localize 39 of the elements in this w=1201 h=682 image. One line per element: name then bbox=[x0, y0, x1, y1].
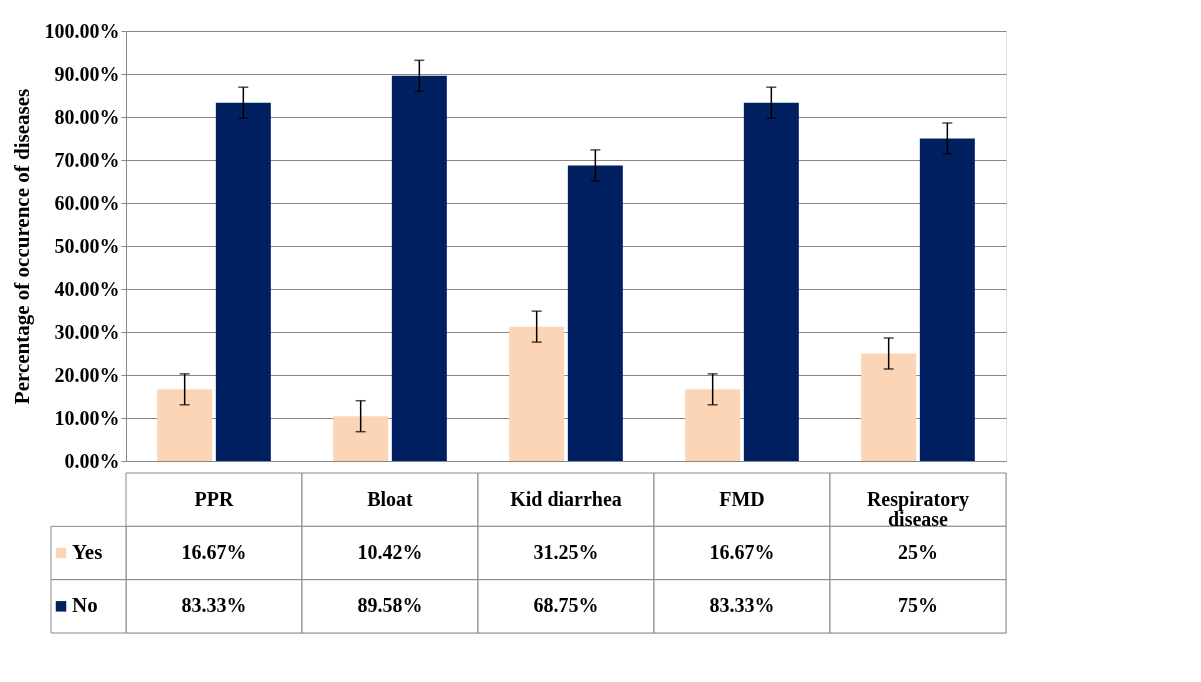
legend-label: Yes bbox=[72, 540, 103, 564]
y-tick-label: 0.00% bbox=[64, 449, 120, 472]
bar bbox=[157, 389, 213, 461]
data-label: 89.58% bbox=[357, 594, 423, 617]
y-tick-label: 70.00% bbox=[54, 148, 120, 171]
data-label: 83.33% bbox=[709, 594, 775, 617]
bar bbox=[333, 416, 389, 461]
bar bbox=[743, 102, 799, 461]
y-tick-label: 20.00% bbox=[54, 363, 120, 386]
y-axis-title: Percentage of occurence of diseases bbox=[9, 88, 34, 405]
data-label: 25% bbox=[898, 541, 938, 563]
bar bbox=[919, 138, 975, 461]
y-tick-label: 40.00% bbox=[54, 277, 120, 300]
data-label: 31.25% bbox=[533, 541, 599, 563]
bar bbox=[567, 165, 623, 461]
y-tick-label: 80.00% bbox=[54, 105, 120, 128]
x-tick-label: PPR bbox=[194, 487, 234, 510]
y-tick-label: 30.00% bbox=[54, 320, 120, 343]
data-label: 10.42% bbox=[357, 541, 423, 563]
y-tick-label: 60.00% bbox=[54, 191, 120, 214]
data-label: 75% bbox=[898, 594, 938, 617]
data-label: 83.33% bbox=[181, 594, 247, 617]
x-tick-label: Bloat bbox=[367, 487, 414, 510]
data-label: 16.67% bbox=[181, 541, 247, 563]
bar bbox=[509, 326, 565, 461]
bar bbox=[685, 389, 741, 461]
bar bbox=[391, 75, 447, 461]
legend-label: No bbox=[72, 593, 98, 618]
data-label: 16.67% bbox=[709, 541, 775, 563]
bar bbox=[861, 353, 917, 461]
data-label: 68.75% bbox=[533, 594, 599, 617]
y-tick-label: 50.00% bbox=[54, 234, 120, 257]
x-tick-label: Kid diarrhea bbox=[510, 487, 622, 510]
y-tick-label: 90.00% bbox=[54, 62, 120, 85]
x-tick-label: FMD bbox=[719, 487, 765, 510]
y-tick-label: 100.00% bbox=[44, 19, 120, 42]
y-tick-label: 10.00% bbox=[54, 406, 120, 429]
x-tick-label: Respiratory disease bbox=[866, 487, 970, 530]
bar bbox=[215, 102, 271, 461]
